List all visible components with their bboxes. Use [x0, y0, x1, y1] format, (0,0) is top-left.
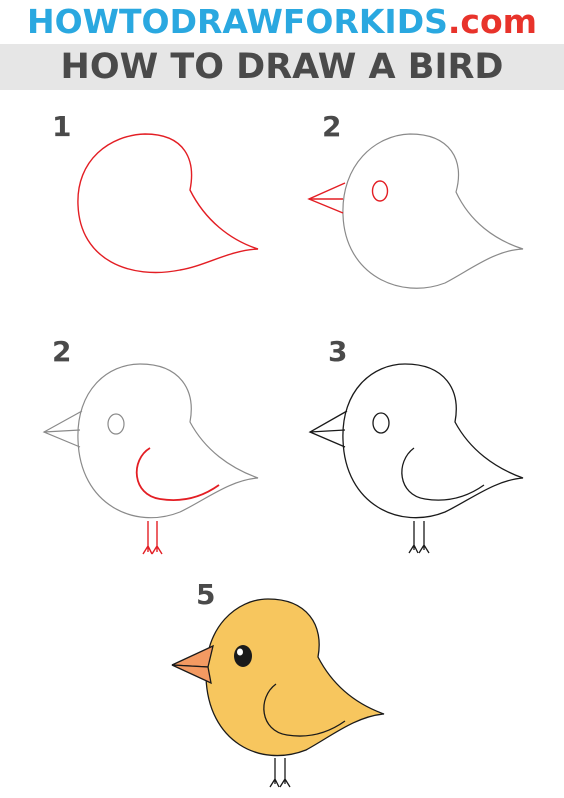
- step-5-eye-highlight: [237, 648, 243, 656]
- step-2b-leg-left: [142, 521, 153, 555]
- page-title: HOW TO DRAW A BIRD: [60, 47, 504, 87]
- step-2b-beak-split: [43, 429, 81, 433]
- step-2a-number: 2: [322, 110, 342, 143]
- step-3-wing: [401, 447, 485, 501]
- step-5-beak-lower: [171, 664, 212, 685]
- step-2b-leg-right: [151, 521, 163, 555]
- step-2b-body-outline: [77, 363, 259, 519]
- step-5-leg-right: [279, 758, 291, 788]
- step-5-beak-upper: [171, 644, 214, 668]
- title-band: HOW TO DRAW A BIRD: [0, 44, 564, 90]
- step-5-eye: [234, 645, 252, 667]
- step-2a-body-outline: [342, 133, 524, 289]
- step-3-leg-left: [408, 521, 419, 554]
- site-name: HOWTODRAWFORKIDS: [26, 2, 448, 41]
- step-3-body-outline: [342, 363, 524, 519]
- step-1-number: 1: [52, 110, 72, 143]
- step-2a-eye: [371, 180, 389, 202]
- site-domain: .com: [447, 2, 538, 41]
- step-3-eye: [372, 412, 390, 434]
- step-2b-number: 2: [52, 335, 72, 368]
- step-2b-eye: [107, 413, 125, 435]
- step-3-leg-right: [418, 521, 430, 554]
- step-5-body: [205, 598, 385, 757]
- step-1-body-outline: [77, 133, 259, 274]
- site-logo-text: HOWTODRAWFORKIDS.com: [0, 2, 564, 42]
- step-3-beak-split: [309, 429, 346, 433]
- step-5-wing: [263, 683, 346, 737]
- step-5-number: 5: [196, 578, 216, 611]
- step-3-number: 3: [328, 335, 348, 368]
- step-2b-wing: [135, 447, 220, 501]
- step-5-leg-left: [269, 758, 280, 788]
- header: HOWTODRAWFORKIDS.com HOW TO DRAW A BIRD: [0, 0, 564, 90]
